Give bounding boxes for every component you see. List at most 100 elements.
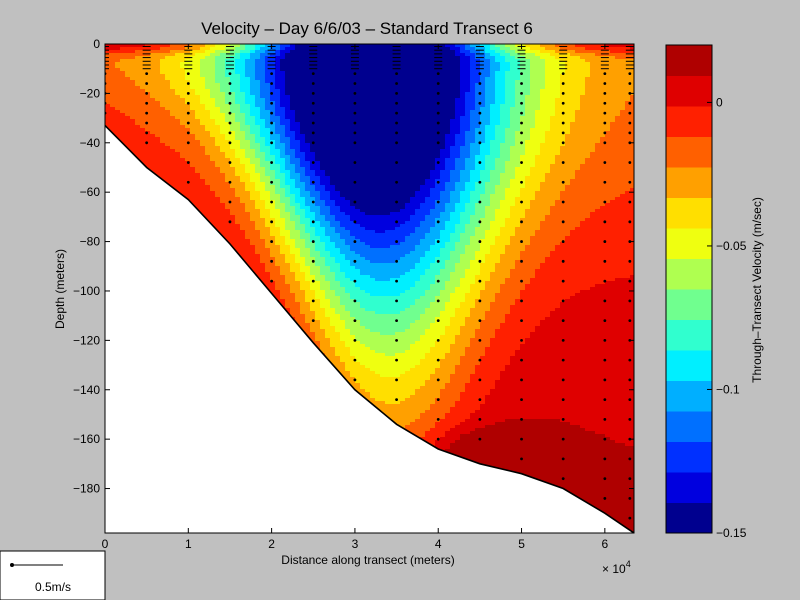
station-tick: [559, 53, 568, 55]
y-tick-label: −20: [80, 86, 101, 100]
station-tick: [625, 45, 634, 47]
station-tick: [392, 49, 401, 51]
station-dot: [311, 121, 315, 125]
station-dot: [270, 279, 274, 283]
station-dot: [520, 437, 523, 441]
station-dot: [603, 477, 607, 481]
station-dot: [395, 141, 398, 145]
station-dot: [561, 200, 565, 204]
station-tick: [350, 49, 359, 51]
station-dot: [478, 131, 482, 135]
station-dot: [353, 259, 357, 263]
x-axis-label: Distance along transect (meters): [281, 553, 454, 567]
seabed-fill: [105, 125, 634, 533]
station-dot: [478, 72, 482, 76]
station-dot: [145, 72, 149, 76]
station-dot: [603, 180, 607, 184]
station-tick: [184, 64, 193, 66]
colorbar-tick-label: −0.15: [716, 526, 747, 540]
station-tick: [142, 68, 151, 70]
station-tick: [225, 53, 234, 55]
station-dot: [628, 358, 632, 362]
station-tick: [475, 53, 484, 55]
station-dot: [628, 259, 632, 263]
station-dot: [520, 82, 523, 85]
station-dot: [520, 131, 523, 135]
station-dot: [228, 161, 232, 164]
x-tick-label: 3: [352, 537, 359, 551]
station-dot: [270, 141, 274, 145]
station-dot: [353, 319, 357, 323]
station-tick: [600, 53, 609, 55]
station-dot: [561, 161, 565, 164]
station-dot: [561, 437, 565, 441]
station-dot: [145, 141, 149, 145]
station-tick: [309, 49, 318, 51]
y-axis-label: Depth (meters): [53, 249, 67, 329]
station-dot: [603, 417, 607, 421]
station-tick: [184, 57, 193, 59]
station-dot: [270, 121, 274, 125]
station-tick: [392, 64, 401, 66]
station-tick: [475, 60, 484, 62]
chart-title: Velocity – Day 6/6/03 – Standard Transec…: [201, 19, 533, 38]
station-dot: [436, 378, 440, 382]
station-dot: [395, 259, 398, 263]
colorbar-swatch: [666, 319, 712, 351]
colorbar-swatch: [666, 411, 712, 442]
station-tick: [517, 68, 526, 70]
station-dot: [311, 161, 315, 164]
station-dot: [520, 220, 523, 224]
scale-arrow-box: 0.5m/s: [0, 550, 106, 600]
station-dot: [478, 299, 482, 303]
station-dot: [603, 497, 607, 500]
station-tick: [392, 60, 401, 62]
station-tick: [559, 57, 568, 59]
station-dot: [228, 111, 232, 115]
station-tick: [434, 53, 443, 55]
station-dot: [561, 101, 565, 105]
station-dot: [520, 200, 523, 204]
station-dot: [603, 240, 607, 243]
station-tick: [625, 57, 634, 59]
station-dot: [436, 220, 440, 224]
station-tick: [225, 49, 234, 51]
station-dot: [603, 101, 607, 105]
station-tick: [434, 57, 443, 59]
colorbar: [666, 45, 712, 534]
station-dot: [478, 91, 482, 95]
station-tick: [350, 68, 359, 70]
station-dot: [228, 180, 232, 184]
station-tick: [517, 60, 526, 62]
colorbar-swatch: [666, 106, 712, 137]
station-dot: [186, 111, 190, 115]
station-tick: [142, 53, 151, 55]
station-tick: [105, 49, 109, 51]
seabed-line: [105, 124, 634, 533]
station-dot: [353, 101, 357, 105]
x-tick-label: 2: [268, 537, 275, 551]
station-dot: [561, 338, 565, 342]
station-dot: [628, 121, 632, 125]
station-dot: [628, 72, 632, 76]
station-dot: [186, 101, 190, 105]
station-tick: [350, 53, 359, 55]
station-dot: [520, 240, 523, 243]
station-dot: [395, 180, 398, 184]
station-dot: [145, 101, 149, 105]
station-dot: [353, 279, 357, 283]
colorbar-swatch: [666, 75, 712, 107]
station-dot: [228, 121, 232, 125]
x-axis-ticks: 0 1 2 3 4 5 6: [102, 44, 608, 551]
station-dot: [311, 279, 315, 283]
station-dot: [561, 279, 565, 283]
station-dot: [395, 398, 398, 402]
station-dot: [353, 240, 357, 243]
station-dot: [353, 111, 357, 115]
station-dot: [353, 161, 357, 164]
station-tick: [225, 64, 234, 66]
station-tick: [600, 68, 609, 70]
station-dot: [270, 111, 274, 115]
station-tick: [559, 49, 568, 51]
station-tick: [309, 60, 318, 62]
